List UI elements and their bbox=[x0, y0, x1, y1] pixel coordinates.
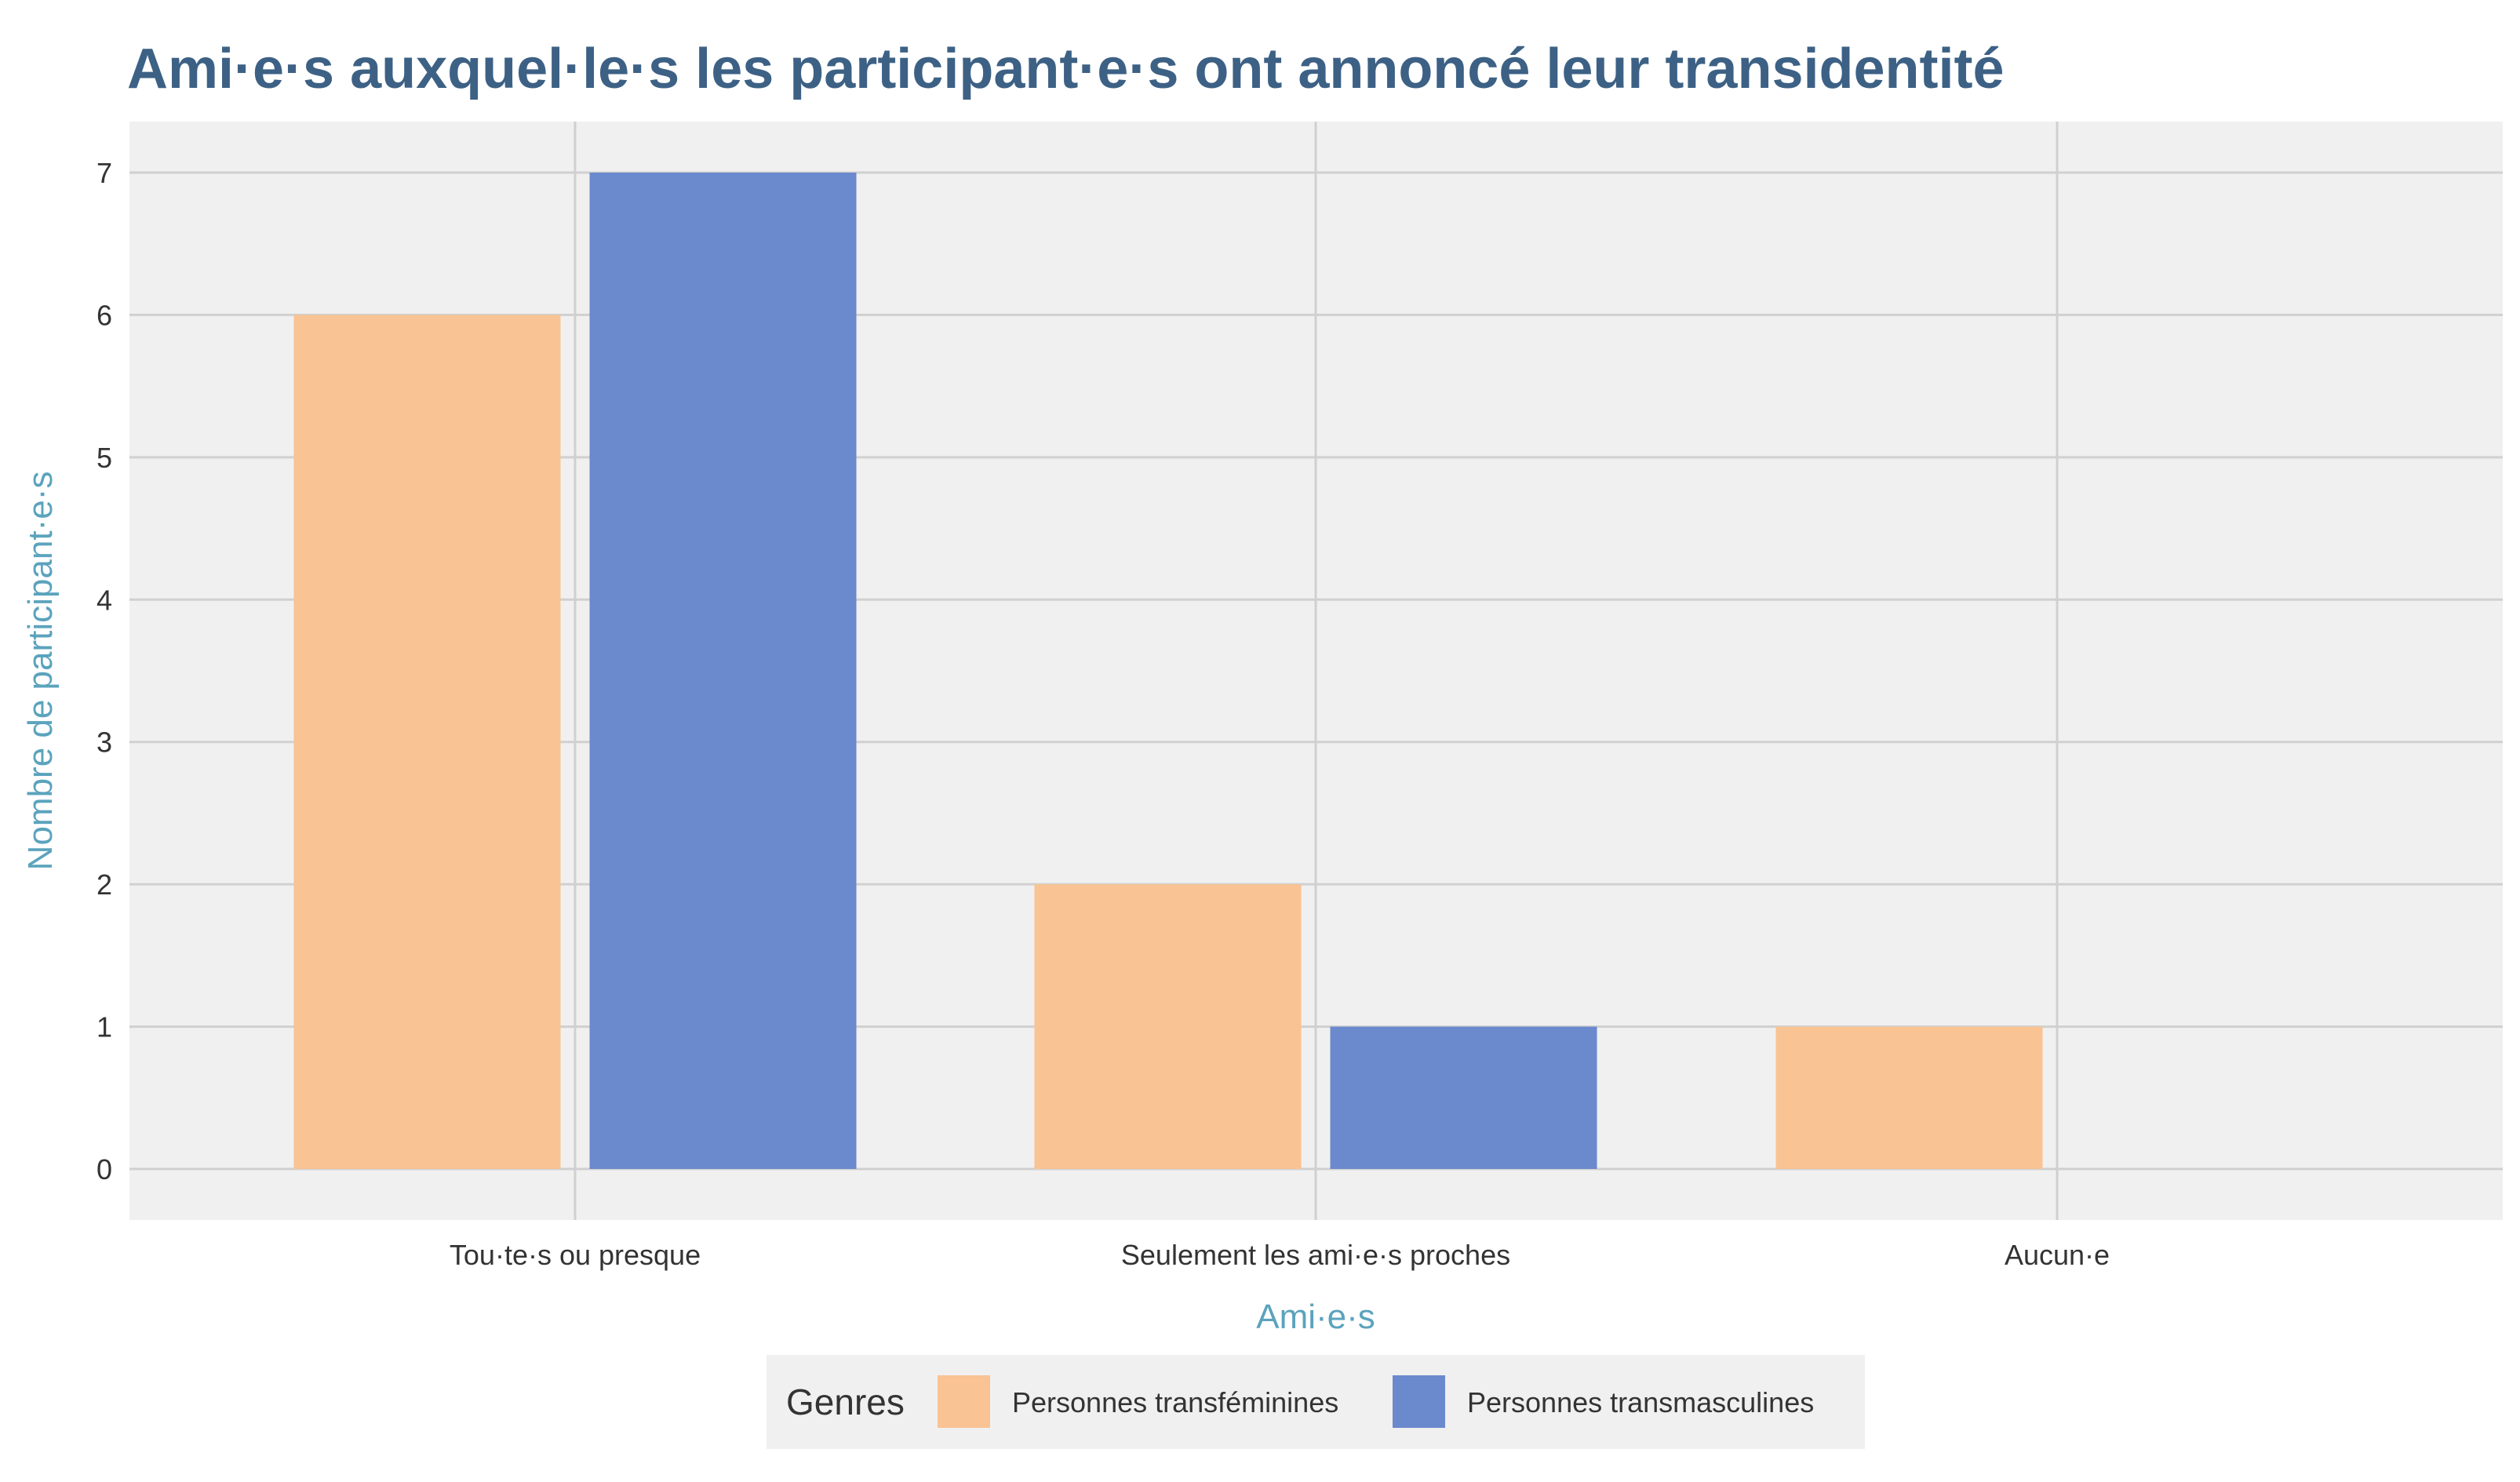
x-tick-labels: Tou·te·s ou presque Seulement les ami·e·s… bbox=[450, 1239, 2110, 1271]
bar-transfeminine-1 bbox=[1034, 884, 1302, 1169]
y-tick-label: 3 bbox=[97, 726, 112, 759]
x-tick-label: Aucun·e bbox=[2005, 1239, 2110, 1271]
bar-transfeminine-2 bbox=[1775, 1026, 2043, 1169]
bar-transmasculine-0 bbox=[589, 173, 857, 1169]
legend-title: Genres bbox=[786, 1382, 905, 1422]
legend-swatch-transmasculine bbox=[1393, 1375, 1445, 1428]
legend-label-transfeminine: Personnes transféminines bbox=[1012, 1386, 1338, 1418]
chart-title: Ami·e·s auxquel·le·s les participant·e·s… bbox=[127, 38, 2005, 100]
y-tick-label: 7 bbox=[97, 157, 112, 189]
x-axis-label: Ami·e·s bbox=[1256, 1298, 1375, 1336]
y-tick-labels: 0 1 2 3 4 5 6 7 bbox=[97, 157, 112, 1185]
legend: Genres Personnes transféminines Personne… bbox=[767, 1355, 1865, 1449]
legend-label-transmasculine: Personnes transmasculines bbox=[1467, 1386, 1814, 1418]
y-tick-label: 1 bbox=[97, 1011, 112, 1043]
y-tick-label: 4 bbox=[97, 584, 112, 616]
bar-transfeminine-0 bbox=[293, 315, 561, 1169]
x-tick-label: Seulement les ami·e·s proches bbox=[1121, 1239, 1510, 1271]
y-tick-label: 0 bbox=[97, 1153, 112, 1185]
y-tick-label: 6 bbox=[97, 299, 112, 331]
bar-transmasculine-1 bbox=[1330, 1026, 1597, 1169]
y-axis-label: Nombre de participant·e·s bbox=[21, 472, 60, 871]
y-tick-label: 2 bbox=[97, 868, 112, 901]
y-tick-label: 5 bbox=[97, 442, 112, 474]
x-tick-label: Tou·te·s ou presque bbox=[450, 1239, 701, 1271]
bars bbox=[293, 173, 2043, 1169]
legend-swatch-transfeminine bbox=[938, 1375, 990, 1428]
